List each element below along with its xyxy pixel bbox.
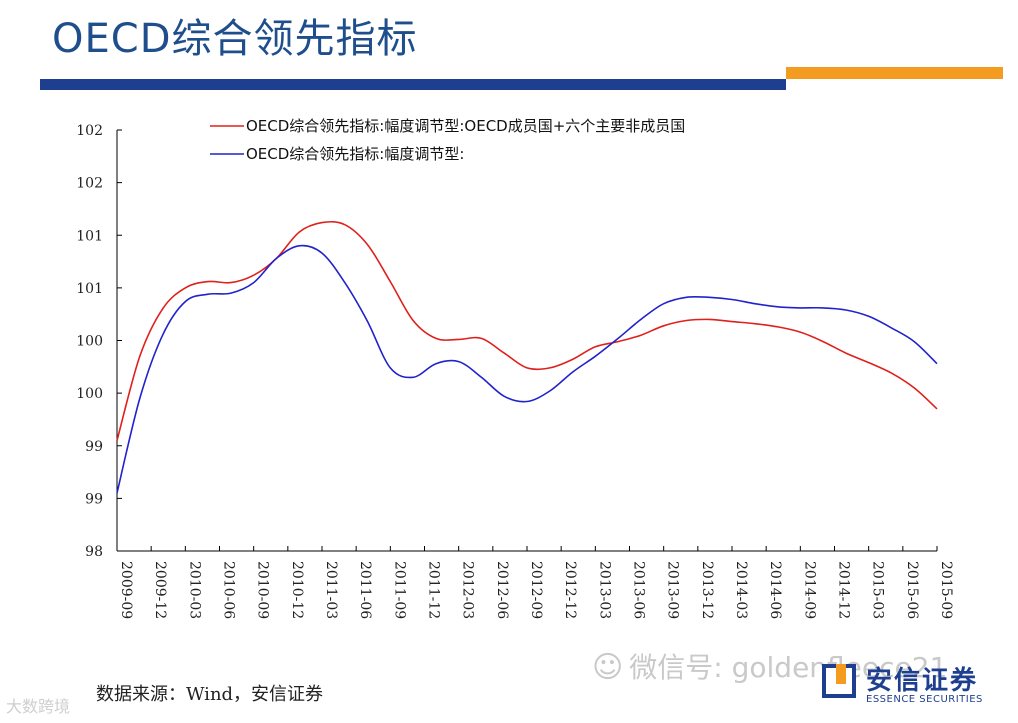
x-tick-label: 2010-06 [221,561,237,619]
x-tick-label: 2013-06 [631,561,647,619]
x-tick-label: 2011-03 [323,561,339,619]
x-tick-label: 2010-12 [289,561,305,619]
x-tick-label: 2009-09 [118,561,134,619]
y-tick-label: 98 [85,544,103,560]
watermark-text: 微信号: goldenfleece21 [629,651,948,684]
y-tick-label: 99 [85,439,103,455]
header-divider-blue [40,79,786,90]
x-tick-label: 2015-03 [870,561,886,619]
y-tick-label: 101 [76,281,103,297]
wechat-icon: ☺ [592,650,624,685]
legend-label-1: OECD综合领先指标:幅度调节型:OECD成员国+六个主要非成员国 [246,117,685,135]
y-tick-label: 102 [76,123,103,139]
data-source-note: 数据来源：Wind，安信证券 [96,684,324,705]
x-tick-label: 2010-03 [186,561,202,619]
wechat-watermark: ☺ 微信号: goldenfleece21 [592,646,947,686]
x-tick-label: 2012-09 [528,561,544,619]
x-tick-label: 2013-03 [596,561,612,619]
x-tick-label: 2013-09 [665,561,681,619]
chart-series [116,220,938,494]
series-line-2 [116,244,938,494]
legend-label-2: OECD综合领先指标:幅度调节型: [246,145,464,163]
x-tick-label: 2011-06 [357,561,373,619]
x-tick-label: 2014-09 [801,561,817,619]
chart-axes [116,130,937,552]
y-tick-label: 102 [76,176,103,192]
x-tick-label: 2013-12 [699,561,715,619]
logo-chinese-name: 安信证券 [866,666,979,696]
x-tick-label: 2014-06 [767,561,783,619]
x-tick-label: 2010-09 [255,561,271,619]
corner-watermark: 大数跨境 [6,697,71,716]
x-tick-label: 2011-09 [391,561,407,619]
y-tick-label: 99 [85,491,103,507]
x-tick-label: 2012-03 [460,561,476,619]
logo-mark-icon [822,664,856,698]
y-tick-label: 100 [76,334,103,350]
x-tick-label: 2014-03 [733,561,749,619]
logo-english-name: ESSENCE SECURITIES [866,694,983,705]
company-logo: 安信证券 ESSENCE SECURITIES [822,660,1002,710]
x-tick-label: 2015-06 [904,561,920,619]
x-tick-label: 2009-12 [152,561,168,619]
y-axis-ticks: 98 99 99 100 100 101 101 102 102 [76,123,122,560]
x-tick-label: 2014-12 [836,561,852,619]
header-divider-orange [786,67,1003,79]
x-tick-label: 2012-12 [562,561,578,619]
page-title: OECD综合领先指标 [52,16,418,62]
series-line-1 [116,220,938,441]
x-axis-ticks: 2009-09 2009-12 2010-03 2010-06 2010-09 2010-… [116,546,954,619]
x-tick-label: 2011-12 [426,561,442,619]
x-tick-label: 2015-09 [938,561,954,619]
y-tick-label: 100 [76,386,103,402]
y-tick-label: 101 [76,228,103,244]
chart-legend: OECD综合领先指标:幅度调节型:OECD成员国+六个主要非成员国 OECD综合领… [210,117,685,163]
x-tick-label: 2012-06 [494,561,510,619]
